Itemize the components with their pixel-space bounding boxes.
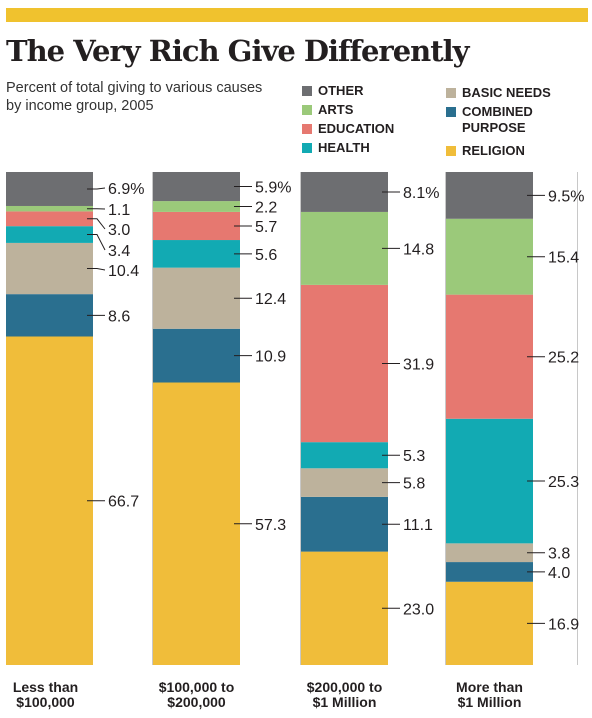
legend-item-basic-needs: BASIC NEEDS: [446, 85, 551, 101]
bar-segment-other: [446, 172, 533, 219]
data-label-leader: [87, 268, 106, 271]
category-label: Less than: [13, 679, 78, 695]
bar-segment-health: [446, 418, 533, 544]
bar-segment-religion: [6, 336, 93, 665]
data-label: 5.3: [403, 448, 425, 465]
bar-segment-arts: [301, 211, 388, 285]
bar-segment-combined: [446, 562, 533, 582]
bar-segment-religion: [153, 382, 240, 665]
legend-item-religion: RELIGION: [446, 143, 525, 159]
bar-segment-religion: [446, 581, 533, 665]
data-label: 31.9: [403, 357, 434, 374]
bar-segment-other: [6, 172, 93, 206]
chart-title: The Very Rich Give Differently: [6, 34, 470, 68]
bar-segment-education: [446, 294, 533, 419]
bar-segment-basic: [153, 267, 240, 329]
legend-item-health: HEALTH: [302, 140, 370, 156]
data-label: 5.8: [403, 476, 425, 493]
data-label: 11.1: [403, 517, 433, 534]
data-label: 14.8: [403, 241, 434, 258]
data-label: 3.8: [548, 546, 570, 563]
data-label: 3.0: [108, 222, 130, 239]
data-label: 57.3: [255, 517, 286, 534]
bar-segment-education: [6, 211, 93, 227]
bar-segment-health: [6, 226, 93, 243]
legend-swatch-health: [302, 143, 312, 153]
bar-segment-other: [153, 172, 240, 202]
data-label: 8.1%: [403, 185, 439, 202]
legend-item-combined-purpose: COMBINED PURPOSE: [446, 104, 552, 136]
bar-segment-health: [153, 240, 240, 268]
legend-label-basic-needs: BASIC NEEDS: [462, 85, 551, 100]
bar-segment-arts: [6, 205, 93, 212]
bar-segment-arts: [446, 218, 533, 295]
data-label: 2.2: [255, 200, 277, 217]
bar-segment-arts: [153, 201, 240, 212]
data-label-leader: [87, 187, 106, 190]
bar-segment-combined: [153, 328, 240, 383]
bar-segment-basic: [446, 543, 533, 563]
category-label: $200,000 to: [307, 679, 383, 695]
legend-item-arts: ARTS: [302, 102, 353, 118]
data-label: 3.4: [108, 243, 130, 260]
data-label: 8.6: [108, 308, 130, 325]
legend-swatch-education: [302, 124, 312, 134]
data-label: 25.3: [548, 474, 579, 491]
data-label: 15.4: [548, 250, 579, 267]
legend-label-health: HEALTH: [318, 140, 370, 155]
bar-segment-basic: [301, 468, 388, 497]
legend-item-education: EDUCATION: [302, 121, 394, 137]
legend-label-other: OTHER: [318, 83, 364, 98]
data-label: 4.0: [548, 565, 570, 582]
legend-swatch-arts: [302, 105, 312, 115]
legend-label-education: EDUCATION: [318, 121, 395, 136]
legend-label-arts: ARTS: [318, 102, 354, 117]
legend-item-other: OTHER: [302, 83, 364, 99]
data-label: 5.7: [255, 219, 277, 236]
bar-segment-other: [301, 172, 388, 212]
bar-segment-combined: [6, 294, 93, 337]
data-label: 12.4: [255, 291, 286, 308]
data-label: 1.1: [108, 202, 130, 219]
legend-swatch-religion: [446, 146, 456, 156]
legend-swatch-basic-needs: [446, 88, 456, 98]
data-label: 66.7: [108, 494, 139, 511]
category-label: $100,000 to: [159, 679, 235, 695]
category-label: $100,000: [16, 694, 75, 710]
bar-segment-religion: [301, 551, 388, 665]
legend-label-religion: RELIGION: [462, 143, 525, 158]
data-label: 10.9: [255, 349, 286, 366]
legend-swatch-combined-purpose: [446, 107, 456, 117]
legend-swatch-other: [302, 86, 312, 96]
bar-segment-health: [301, 442, 388, 469]
data-label: 16.9: [548, 616, 579, 633]
category-label: $1 Million: [313, 694, 377, 710]
legend-label-combined-purpose: COMBINED PURPOSE: [462, 104, 533, 135]
data-label: 9.5%: [548, 188, 584, 205]
data-label: 5.6: [255, 247, 277, 264]
bar-segment-education: [153, 211, 240, 241]
data-label: 6.9%: [108, 181, 144, 198]
data-label: 23.0: [403, 601, 434, 618]
bar-segment-education: [301, 284, 388, 443]
data-label: 25.2: [548, 350, 579, 367]
bar-segment-basic: [6, 242, 93, 295]
data-label: 10.4: [108, 263, 139, 280]
category-label: More than: [456, 679, 523, 695]
data-label: 5.9%: [255, 180, 291, 197]
bar-segment-combined: [301, 496, 388, 552]
chart-subtitle: Percent of total giving to various cause…: [6, 80, 263, 114]
data-label-leader: [87, 234, 106, 251]
category-label: $200,000: [167, 694, 226, 710]
category-label: $1 Million: [458, 694, 522, 710]
data-label-leader: [87, 218, 106, 230]
accent-bar: [6, 8, 588, 22]
